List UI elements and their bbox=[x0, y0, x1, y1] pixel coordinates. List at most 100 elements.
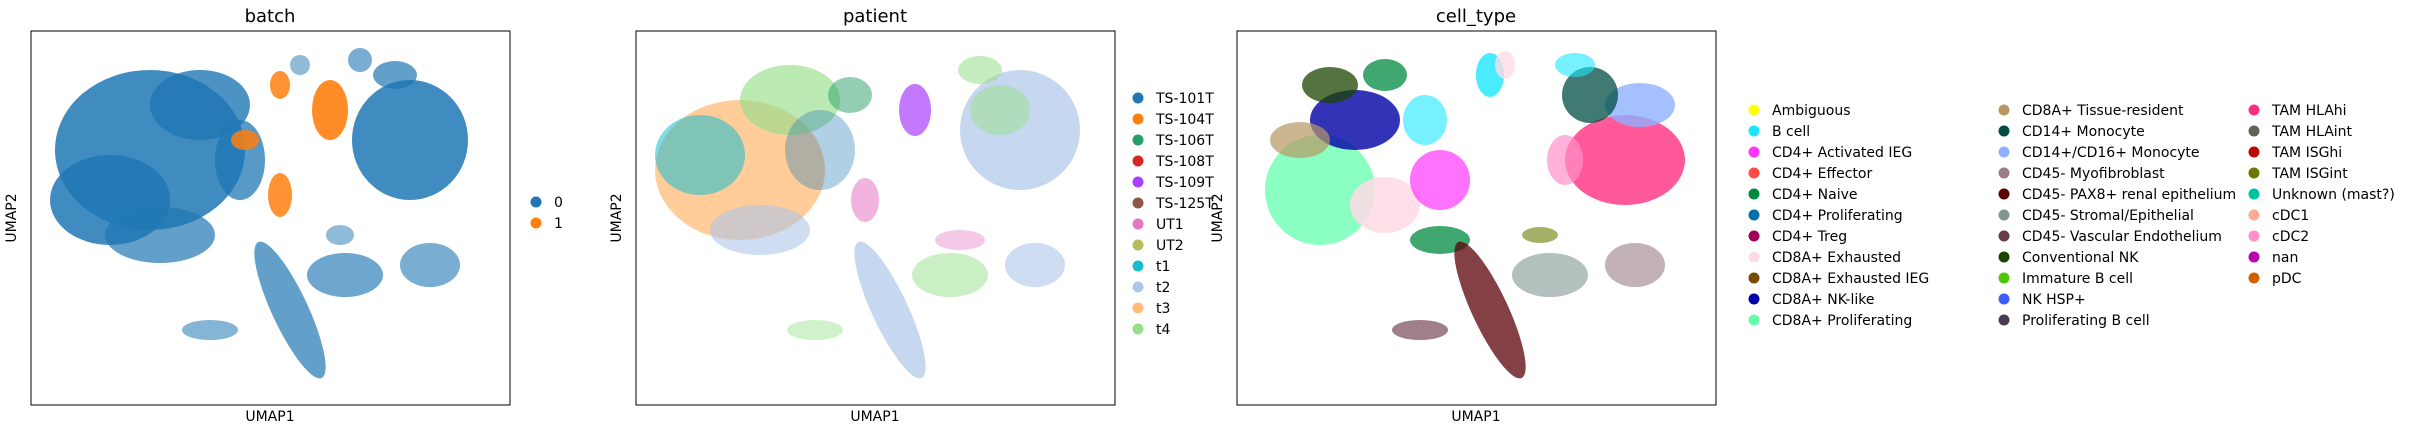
legend-label: UT2 bbox=[1156, 238, 1184, 254]
legend-label: TAM HLAhi bbox=[2271, 103, 2347, 119]
cluster-blob bbox=[899, 84, 931, 136]
legend-label: t1 bbox=[1156, 259, 1170, 275]
legend-marker bbox=[1748, 230, 1760, 242]
legend-marker bbox=[1748, 167, 1760, 179]
legend-marker bbox=[1748, 125, 1760, 137]
cluster-blob bbox=[828, 77, 872, 113]
legend-marker bbox=[1998, 209, 2010, 221]
legend-label: Ambiguous bbox=[1772, 103, 1850, 119]
cluster-blob bbox=[854, 241, 926, 379]
legend-marker bbox=[2248, 104, 2260, 116]
cluster-blob bbox=[785, 110, 855, 190]
legend-marker bbox=[1132, 155, 1144, 167]
legend-label: CD4+ Naive bbox=[1772, 187, 1857, 203]
cluster-blob bbox=[268, 173, 292, 217]
cluster-blob bbox=[1265, 135, 1375, 245]
legend-label: pDC bbox=[2272, 271, 2302, 287]
cluster-blob bbox=[851, 178, 879, 222]
legend-marker bbox=[1748, 146, 1760, 158]
legend-marker bbox=[530, 217, 542, 229]
legend-marker bbox=[1132, 281, 1144, 293]
cluster-blob bbox=[1495, 51, 1515, 79]
legend-label: CD4+ Activated IEG bbox=[1772, 145, 1912, 161]
cluster-blob bbox=[1392, 320, 1448, 340]
legend-label: Unknown (mast?) bbox=[2272, 187, 2395, 203]
cluster-blob bbox=[1302, 67, 1358, 103]
legend-label: Conventional NK bbox=[2022, 250, 2139, 266]
cluster-blob bbox=[254, 241, 326, 379]
cluster-blob bbox=[231, 130, 259, 150]
cluster-blob bbox=[1310, 90, 1400, 150]
panel-title-batch: batch bbox=[245, 6, 296, 27]
cluster-blob bbox=[710, 205, 810, 255]
cluster-blob bbox=[105, 207, 215, 263]
legend-marker bbox=[2248, 167, 2260, 179]
cluster-blob bbox=[307, 253, 383, 297]
legend-label: TAM ISGint bbox=[2271, 166, 2348, 182]
legend-marker bbox=[1998, 104, 2010, 116]
legend-label: Proliferating B cell bbox=[2022, 313, 2150, 329]
legend-label: B cell bbox=[1772, 124, 1810, 140]
axes-frame bbox=[1236, 30, 1717, 406]
legend-label: NK HSP+ bbox=[2022, 292, 2086, 308]
legend-label: CD4+ Treg bbox=[1772, 229, 1847, 245]
panel-batch: batch UMAP1 UMAP bbox=[4, 6, 563, 425]
legend-marker bbox=[2248, 272, 2260, 284]
legend-label: TAM ISGhi bbox=[2271, 145, 2342, 161]
legend-label: cDC1 bbox=[2272, 208, 2309, 224]
cluster-blob bbox=[960, 70, 1080, 190]
cluster-blob bbox=[182, 320, 238, 340]
legend-label: CD45- Stromal/Epithelial bbox=[2022, 208, 2194, 224]
legend-label: t3 bbox=[1156, 301, 1170, 317]
legend-marker bbox=[2248, 188, 2260, 200]
legend-marker bbox=[1998, 188, 2010, 200]
legend-marker bbox=[1998, 251, 2010, 263]
cluster-blob bbox=[1522, 227, 1558, 243]
legend-cell-type: Ambiguous B cell CD4+ Activated IEG CD4+ Ef… bbox=[1748, 103, 2395, 329]
legend-label: CD8A+ NK-like bbox=[1772, 292, 1874, 308]
legend-label: nan bbox=[2272, 250, 2298, 266]
legend-marker bbox=[1998, 230, 2010, 242]
legend-marker bbox=[1132, 260, 1144, 272]
cluster-blob bbox=[312, 80, 348, 140]
x-axis-label: UMAP1 bbox=[1451, 409, 1500, 425]
legend-label: CD14+/CD16+ Monocyte bbox=[2022, 145, 2200, 161]
legend-label: CD45- Myofibroblast bbox=[2022, 166, 2165, 182]
legend-batch: 01 bbox=[530, 195, 563, 232]
legend-label: TS-109T bbox=[1155, 175, 1214, 191]
cluster-blob bbox=[373, 61, 417, 89]
legend-label: TS-125T bbox=[1155, 196, 1214, 212]
legend-marker bbox=[2248, 146, 2260, 158]
legend-marker bbox=[1132, 197, 1144, 209]
y-axis-label: UMAP2 bbox=[1210, 193, 1226, 242]
legend-marker bbox=[1132, 239, 1144, 251]
legend-marker bbox=[1748, 272, 1760, 284]
cluster-blob bbox=[1350, 177, 1420, 233]
cluster-blob bbox=[150, 70, 250, 140]
legend-label: cDC2 bbox=[2272, 229, 2309, 245]
cluster-blob bbox=[326, 225, 354, 245]
panel-patient: patient UMAP1 UMAP2 TS-101T TS-104T TS-106… bbox=[609, 6, 1214, 425]
cluster-blob bbox=[1555, 53, 1595, 77]
cluster-blob bbox=[787, 320, 843, 340]
legend-marker bbox=[2248, 230, 2260, 242]
legend-label: t2 bbox=[1156, 280, 1170, 296]
legend-marker bbox=[1998, 146, 2010, 158]
panel-title-patient: patient bbox=[843, 6, 907, 27]
legend-marker bbox=[1998, 167, 2010, 179]
points-patient bbox=[655, 56, 1080, 379]
cluster-blob bbox=[290, 55, 310, 75]
axes-frame bbox=[30, 30, 511, 406]
cluster-blob bbox=[1512, 253, 1588, 297]
cluster-blob bbox=[400, 243, 460, 287]
legend-label: CD8A+ Exhausted bbox=[1772, 250, 1901, 266]
legend-marker bbox=[530, 196, 542, 208]
legend-label: TAM HLAint bbox=[2271, 124, 2353, 140]
legend-label: TS-108T bbox=[1155, 154, 1214, 170]
legend-marker bbox=[2248, 125, 2260, 137]
cluster-blob bbox=[935, 230, 985, 250]
cluster-blob bbox=[1403, 95, 1447, 145]
legend-label: TS-104T bbox=[1155, 112, 1214, 128]
legend-label: CD8A+ Exhausted IEG bbox=[1772, 271, 1929, 287]
